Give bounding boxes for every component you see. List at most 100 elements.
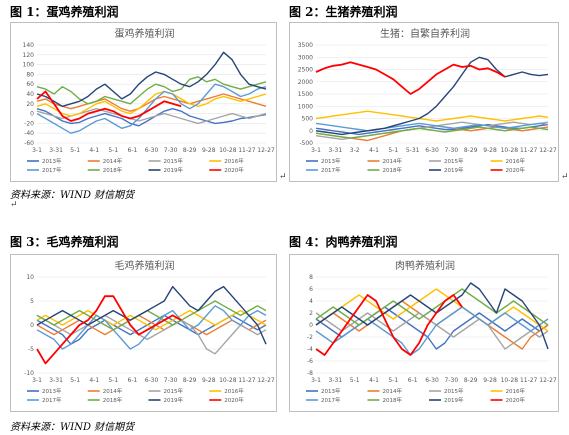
x-tick-label: 8-29 [464,147,478,154]
chart-duck-profit: 肉鸭养殖利润 -8 -6 -4 -2 0 2 4 6 8 3-1 3-31 5-1 4-1 5-1 6-1 6-… [289,254,559,412]
paragraph-mark-icon: ↵ [279,172,287,182]
x-tick-label: 6-1 [408,377,418,384]
figure-1-title: 图 1：蛋鸡养殖利润 [10,5,119,19]
x-tick-label: 10-28 [219,377,237,384]
x-tick-label: 10-28 [501,147,519,154]
paragraph-mark-icon: ↵ [10,200,18,210]
series-line [315,110,549,122]
y-tick-label: 140 [23,42,35,49]
x-tick-label: 4-1 [89,147,99,154]
series-line [36,107,267,127]
y-tick-label: 60 [26,81,34,88]
series-line [315,288,549,332]
y-tick-label: 0 [30,322,34,329]
x-tick-label: 12-27 [257,377,275,384]
x-tick-label: 3-1 [311,147,321,154]
series-line [315,126,549,139]
x-tick-label: 11-27 [520,377,538,384]
y-tick-label: 3000 [298,54,313,61]
x-tick-label: 5-31 [406,147,420,154]
legend-label: 2019年 [164,166,184,174]
y-tick-label: -5 [28,346,34,353]
y-tick-label: 500 [302,116,314,123]
y-tick-label: 1500 [298,91,313,98]
x-tick-label: 11-27 [238,377,256,384]
x-tick-label: 11-27 [520,147,538,154]
x-tick-label: 3-1 [32,377,42,384]
x-tick-label: 12-27 [257,147,275,154]
y-tick-label: -500 [299,140,313,147]
legend-label: 2015年 [164,157,184,165]
y-tick-label: -2 [307,334,313,341]
series-line [315,294,463,356]
legend-label: 2020年 [224,166,244,174]
x-tick-label: 9-28 [483,147,497,154]
y-tick-label: 5 [30,298,34,305]
x-tick-label: 3-1 [311,377,321,384]
y-tick-label: 40 [26,91,34,98]
series-line [36,90,182,122]
x-tick-label: 3-1 [32,147,42,154]
x-tick-label: 4-1 [369,147,379,154]
y-tick-label: -40 [24,130,34,137]
chart-duck-profit-svg: 肉鸭养殖利润 -8 -6 -4 -2 0 2 4 6 8 3-1 3-31 5-1 4-1 5-1 6-1 6-… [306,259,557,404]
chart-title: 毛鸡养殖利润 [115,259,175,272]
legend-label: 2013年 [42,387,62,395]
series-line [315,282,549,350]
legend-label: 2013年 [321,387,341,395]
legend-label: 2019年 [164,396,184,404]
x-tick-label: 3-31 [49,377,63,384]
x-tick-label: 3-31 [49,147,63,154]
legend-label: 2018年 [383,396,403,404]
y-tick-label: -6 [307,358,313,365]
y-tick-label: 80 [26,71,34,78]
legend-label: 2017年 [42,166,62,174]
x-tick-label: 6-30 [145,377,159,384]
x-tick-label: 5-1 [70,147,80,154]
y-tick-label: 4 [309,298,313,305]
source-note-2: 资料来源：WIND 财信期货 [10,422,135,433]
series-line [36,295,182,365]
paragraph-mark-icon: ↵ [561,172,569,182]
y-tick-label: 2500 [298,67,313,74]
source-note-1: 资料来源：WIND 财信期货 [10,190,135,201]
legend-label: 2016年 [506,387,526,395]
x-tick-label: 6-1 [128,147,138,154]
x-tick-label: 7-30 [445,147,459,154]
chart-egg-layer-profit-svg: 蛋鸡养殖利润 -60 -40 -20 0 20 40 60 80 100 120 140 3-1 3-31… [23,27,275,174]
series-line [36,285,267,345]
x-tick-label: 3-2 [350,147,360,154]
x-tick-label: 8-29 [183,377,197,384]
x-tick-label: 7-30 [445,377,459,384]
y-tick-label: -8 [307,370,313,377]
figure-3-title: 图 3：毛鸡养殖利润 [10,235,119,249]
x-tick-label: 5-1 [108,377,118,384]
y-tick-label: -20 [24,120,34,127]
legend-label: 2015年 [444,387,464,395]
x-tick-label: 5-1 [350,377,360,384]
y-tick-label: -4 [307,346,313,353]
y-tick-label: 120 [23,52,35,59]
x-tick-label: 6-1 [128,377,138,384]
legend-label: 2017年 [321,166,341,174]
chart-egg-layer-profit: 蛋鸡养殖利润 -60 -40 -20 0 20 40 60 80 100 120 140 3-1 3-31… [10,22,277,182]
y-tick-label: 0 [309,128,313,135]
x-tick-label: 6-30 [425,147,439,154]
legend-label: 2013年 [321,157,341,165]
legend-label: 2016年 [224,157,244,165]
y-tick-label: 0 [309,322,313,329]
legend-label: 2018年 [103,166,123,174]
y-tick-label: 0 [30,111,34,118]
y-tick-label: 20 [26,101,34,108]
series-line [315,306,549,356]
x-tick-label: 4-1 [369,377,379,384]
x-tick-label: 7-30 [164,377,178,384]
series-line [36,83,267,134]
y-tick-label: 2 [309,310,313,317]
x-tick-label: 3-31 [329,377,343,384]
x-tick-label: 5-1 [70,377,80,384]
x-tick-label: 8-29 [464,377,478,384]
legend-label: 2014年 [103,387,123,395]
series-line [315,61,506,95]
legend-label: 2016年 [506,157,526,165]
